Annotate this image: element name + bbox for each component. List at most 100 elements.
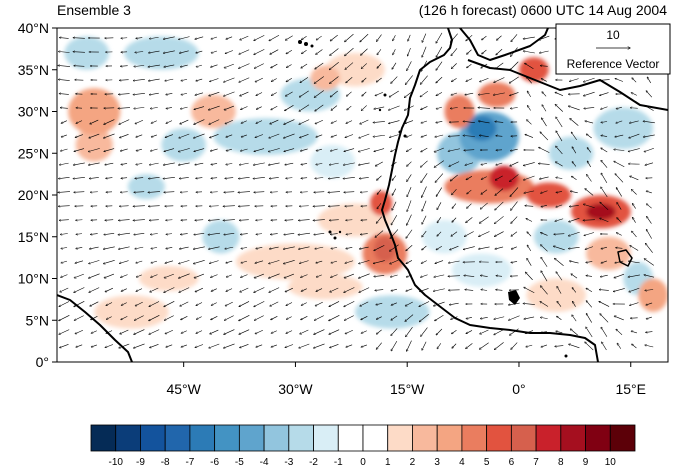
wind-vector [151,120,157,124]
wind-vector [572,147,577,154]
wind-vector [601,160,608,168]
wind-vector [360,234,368,235]
wind-vector [316,260,323,263]
wind-vector [256,234,263,235]
anomaly-region [310,65,341,91]
wind-vector [585,189,594,196]
wind-vector [496,136,503,137]
wind-vector [391,340,398,351]
wind-vector [583,220,595,221]
wind-vector [526,344,533,347]
colorbar-swatch [238,424,265,452]
wind-vector [75,329,84,334]
wind-vector [583,91,595,96]
wind-vector [148,206,160,207]
wind-vector [360,33,369,42]
wind-vector [420,90,429,97]
wind-vector [542,105,547,112]
wind-vector [377,49,382,55]
wind-vector [119,80,129,81]
wind-vector [407,61,412,70]
wind-vector [253,177,265,178]
wind-vector [164,315,174,321]
wind-vector [377,203,382,209]
colorbar-swatch [337,424,364,452]
wind-vector [283,133,295,138]
wind-vector [601,173,608,184]
wind-vector [434,160,445,168]
wind-vector [494,231,504,237]
colorbar-swatch [510,424,537,452]
wind-vector [133,79,145,80]
wind-vector [630,176,639,181]
wind-vector [150,287,159,292]
wind-vector [74,287,85,293]
anomaly-region [548,136,594,170]
wind-vector [451,92,458,95]
wind-vector [584,107,595,108]
wind-vector [435,315,444,320]
wind-vector [195,92,204,95]
wind-vector [300,77,309,82]
wind-vector [181,330,187,334]
wind-vector [180,64,188,67]
wind-vector [224,77,235,82]
longitude-label: 15°E [615,381,646,397]
wind-vector [301,163,308,164]
wind-vector [631,93,637,96]
wind-vector [210,329,219,334]
wind-vector [254,287,265,293]
wind-vector [316,288,323,292]
colorbar-labels: -10 -9 -8 -7 -6 -5 -4 -3 -2 -1 0 1 2 3 4 5 6 7 8 9 10 [109,457,617,468]
anomaly-region [444,169,534,204]
wind-vector [568,106,580,111]
wind-vector [390,274,398,277]
wind-vector [571,274,578,279]
wind-vector [600,202,609,211]
wind-vector [632,231,637,238]
anomaly-region [124,36,199,70]
anomaly-region [64,36,110,70]
wind-vector [389,120,400,124]
wind-vector [316,163,323,164]
wind-vector [568,247,580,248]
wind-vector [586,261,593,262]
wind-vector [134,315,144,321]
wind-vector [180,192,188,193]
wind-vector [299,104,310,112]
wind-vector [645,243,653,253]
colorbar-swatch [313,424,339,452]
wind-vector [59,344,69,347]
wind-vector [494,216,504,223]
wind-vector [210,78,219,81]
latitude-label: 25°N [18,145,49,161]
wind-vector [329,329,340,335]
wind-vector [645,345,654,348]
wind-vector [496,48,503,55]
latitude-ticks: 0° 5°N 10°N 15°N 20°N 25°N 30°N 35°N 40°N [18,20,57,370]
wind-vector [478,108,491,109]
wind-vector [406,260,413,263]
wind-vector [628,274,640,277]
wind-vector [343,177,355,178]
wind-vector [195,287,203,292]
wind-vector [600,218,609,223]
wind-vector [553,246,565,251]
wind-vector [555,92,564,96]
wind-vector [195,220,204,221]
wind-vector [646,91,653,98]
wind-vector [587,174,592,182]
wind-vector [208,105,220,110]
wind-vector [60,108,68,109]
wind-vector [314,90,324,98]
wind-vector [196,178,203,179]
wind-vector [298,232,310,235]
wind-vector [405,314,414,322]
wind-vector [103,260,115,263]
wind-vector [89,287,100,293]
reference-vector-box [555,23,671,75]
wind-vector [193,133,205,138]
wind-vector [540,233,548,236]
wind-vector [58,206,70,207]
wind-vector [495,188,504,196]
